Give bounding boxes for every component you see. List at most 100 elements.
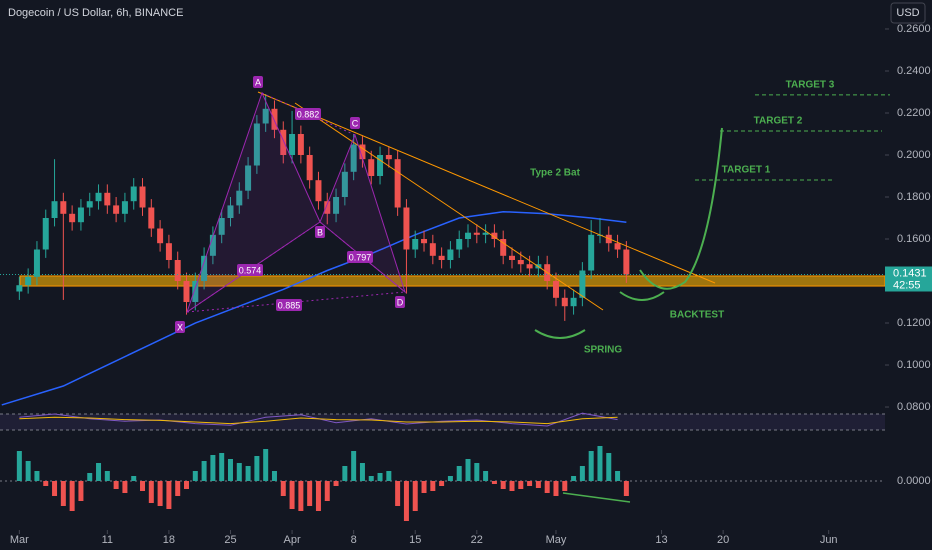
y-tick-label: 0.2200: [897, 107, 931, 119]
candle-body: [456, 239, 463, 250]
candle-body: [262, 108, 269, 124]
point-label: A: [255, 77, 261, 87]
histogram-bar: [395, 481, 401, 506]
ratio-badge: [347, 251, 373, 263]
histogram-bar: [307, 481, 313, 506]
candle-body: [552, 281, 559, 298]
histogram-bar: [236, 463, 242, 481]
ratio-line: [186, 291, 406, 313]
target-label: TARGET 2: [754, 116, 803, 127]
x-tick-label: Mar: [10, 534, 29, 546]
candle-body: [561, 297, 568, 307]
candle-body: [139, 186, 146, 208]
histogram-bar: [166, 481, 172, 509]
histogram-bar: [359, 463, 365, 481]
y-tick-label: 0.2600: [897, 23, 931, 35]
candle-body: [104, 192, 111, 206]
y-tick-label: 0.2000: [897, 149, 931, 161]
histogram-bar: [403, 481, 409, 521]
countdown: 42:55: [893, 279, 921, 291]
note: SPRING: [584, 345, 623, 356]
candle-body: [385, 154, 392, 160]
candle-body: [359, 144, 366, 160]
histogram-bar: [254, 456, 260, 481]
trend-line: [257, 91, 716, 284]
x-tick-label: 25: [224, 534, 236, 546]
histogram-bar: [289, 481, 295, 509]
histogram-bar: [439, 481, 445, 486]
histogram-bar: [315, 481, 321, 511]
histogram-bar: [131, 476, 137, 481]
histogram-bar: [597, 446, 603, 481]
x-tick-label: May: [546, 534, 567, 546]
histogram-bar: [280, 481, 286, 496]
candle-body: [579, 270, 586, 298]
y-tick-label: 0.1000: [897, 359, 931, 371]
histogram-bar: [368, 476, 374, 481]
candle-body: [447, 249, 454, 261]
candle-body: [500, 239, 507, 256]
histogram-bar: [227, 459, 233, 481]
histogram-bar: [148, 481, 154, 503]
candle-body: [429, 243, 436, 256]
ratio-badge: [276, 299, 302, 311]
candle-body: [271, 108, 278, 130]
candle-body: [42, 218, 49, 250]
candle-body: [297, 133, 304, 155]
candle-body: [16, 285, 23, 292]
candle-body: [517, 260, 524, 265]
histogram-bar: [535, 481, 541, 488]
candle-body: [51, 201, 58, 219]
histogram-bar: [43, 481, 49, 486]
candle-body: [209, 234, 216, 256]
candle-body: [60, 201, 67, 214]
candle-body: [192, 281, 199, 303]
candle-body: [86, 201, 93, 208]
candle-body: [341, 171, 348, 197]
histogram-bar: [562, 481, 568, 491]
histogram-bar: [201, 461, 207, 481]
target-label: TARGET 1: [722, 165, 771, 176]
histogram-bar: [606, 453, 612, 481]
histogram-bar: [377, 473, 383, 481]
histogram-bar: [623, 481, 629, 496]
candle-body: [236, 190, 243, 206]
candle-body: [623, 249, 630, 275]
x-tick-label: 11: [102, 534, 113, 546]
candle-body: [394, 159, 401, 208]
candle-body: [315, 180, 322, 202]
x-tick-label: Jun: [820, 534, 838, 546]
price-tag-value: 0.1431: [893, 267, 927, 279]
histogram-bar: [447, 476, 453, 481]
histogram-bar: [184, 481, 190, 489]
candle-body: [324, 201, 331, 214]
histogram-bar: [456, 466, 462, 481]
divergence-line: [562, 492, 631, 503]
ratio-badge: [237, 264, 263, 276]
histogram-bar: [96, 463, 102, 481]
y-tick-label: 0.1800: [897, 191, 931, 203]
candle-body: [350, 144, 357, 172]
candle-body: [227, 205, 234, 219]
candle-body: [113, 205, 120, 214]
histogram-bar: [571, 476, 577, 481]
histogram-bar: [245, 466, 251, 481]
target-label: TARGET 3: [786, 80, 835, 91]
backtest-arc: [619, 291, 665, 301]
histogram-bar: [192, 471, 198, 481]
candle-body: [368, 159, 375, 176]
candle-body: [377, 154, 384, 176]
candle-body: [69, 213, 76, 223]
currency-label[interactable]: USD: [896, 7, 919, 19]
histogram-bar: [104, 471, 110, 481]
candle-body: [289, 133, 296, 155]
candle-body: [148, 207, 155, 229]
currency-button[interactable]: [890, 2, 926, 24]
candle-body: [33, 249, 40, 277]
candle-body: [130, 186, 137, 202]
note: BACKTEST: [670, 310, 724, 321]
candle-body: [165, 243, 172, 261]
histogram-bar: [333, 481, 339, 486]
